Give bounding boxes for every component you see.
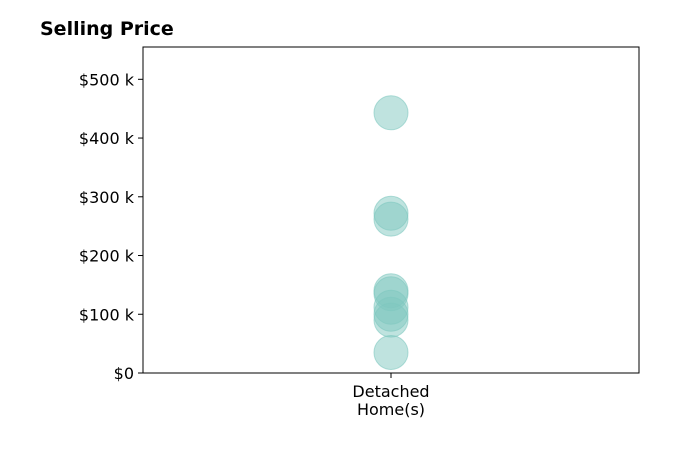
scatter-point: [373, 95, 409, 131]
scatter-point: [373, 302, 409, 338]
scatter-point: [373, 334, 409, 370]
y-tick-label: $400 k: [79, 129, 135, 148]
y-tick-label: $500 k: [79, 70, 135, 89]
y-tick-label: $200 k: [79, 247, 135, 266]
y-axis: $0 $100 k $200 k $300 k $400 k $500 k: [79, 70, 143, 383]
scatter-point: [373, 201, 409, 237]
y-tick-label: $100 k: [79, 305, 135, 324]
x-tick-label: Home(s): [357, 400, 425, 419]
y-tick-label: $0: [114, 364, 134, 383]
y-tick-label: $300 k: [79, 188, 135, 207]
x-tick-label: Detached: [352, 382, 429, 401]
points-layer: [373, 95, 409, 370]
chart-title: Selling Price: [40, 18, 174, 40]
